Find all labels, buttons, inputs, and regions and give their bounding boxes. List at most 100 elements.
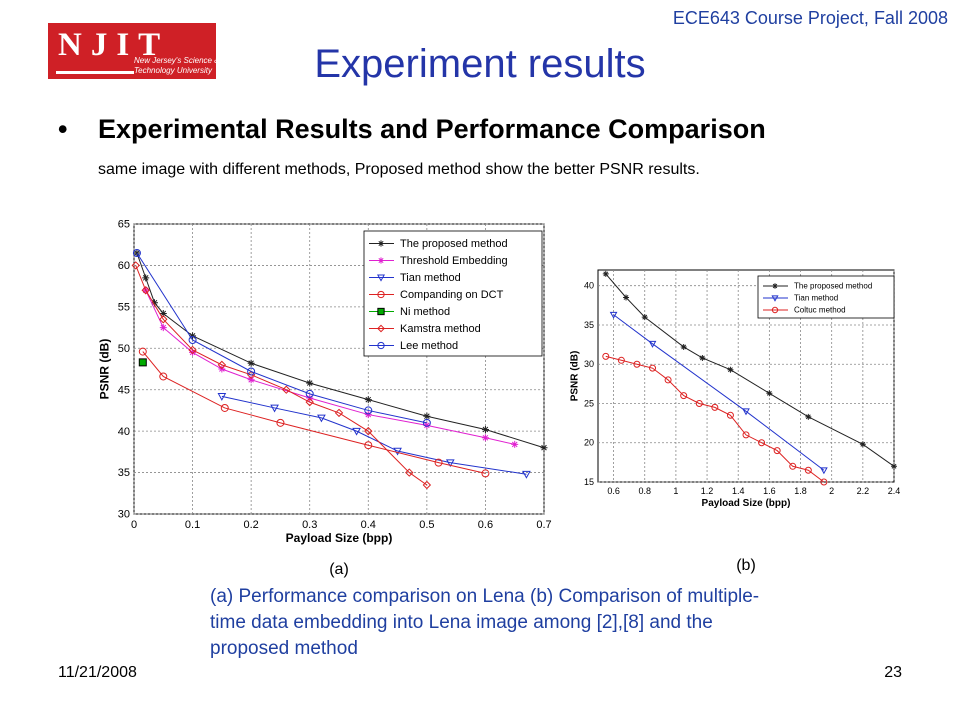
x-axis-label: Payload Size (bpp): [286, 531, 393, 545]
data-point: [364, 396, 372, 404]
data-point: [664, 376, 672, 384]
data-point: [633, 360, 641, 368]
legend-marker: [377, 257, 385, 264]
footer-date: 11/21/2008: [58, 664, 137, 681]
x-tick-label: 0.1: [185, 519, 200, 531]
logo-tagline-1: New Jersey's Science &: [134, 56, 216, 65]
legend-marker: [772, 283, 778, 289]
x-tick-label: 0.8: [638, 486, 651, 496]
y-tick-label: 65: [118, 219, 130, 231]
y-tick-label: 55: [118, 302, 130, 314]
data-point: [648, 340, 657, 348]
data-point: [680, 392, 688, 400]
panel-label: (a): [329, 561, 349, 578]
chart-a: 0 0.1 0.2 0.3 0.4 0.5 0.6 0.7 30 35 40 45 50 55 60 65 Pa…: [98, 219, 552, 578]
legend-marker: [377, 290, 385, 299]
data-point: [364, 426, 373, 436]
data-point: [522, 470, 531, 479]
bullet-subtext: same image with different methods, Propo…: [98, 161, 700, 178]
series-line: [136, 252, 427, 424]
y-axis-label: PSNR (dB): [98, 339, 112, 400]
data-point: [423, 421, 431, 429]
y-tick-label: 35: [118, 467, 130, 479]
data-point: [305, 389, 314, 398]
data-point: [159, 324, 167, 332]
data-point: [742, 431, 750, 439]
y-tick-label: 30: [584, 359, 594, 369]
data-point: [481, 469, 490, 478]
y-axis-label: PSNR (dB): [569, 351, 580, 402]
chart-b: 0.6 0.8 1 1.2 1.4 1.6 1.8 2 2.2 2.4 15 20 25 30 35 40 Pa…: [569, 269, 900, 574]
slide-title: Experiment results: [314, 42, 646, 86]
series-line: [605, 355, 825, 483]
data-point: [422, 418, 431, 427]
series-coltuc-method: [602, 352, 828, 486]
series-line: [145, 290, 515, 445]
data-point: [434, 458, 443, 467]
x-tick-label: 0: [131, 519, 137, 531]
legend-label: Kamstra method: [400, 323, 481, 335]
data-point: [789, 462, 797, 470]
legend-label: Companding on DCT: [400, 289, 504, 301]
data-point: [138, 347, 147, 356]
data-point: [247, 367, 256, 376]
data-point: [602, 352, 610, 360]
legend-marker: [377, 324, 385, 333]
data-point: [142, 274, 150, 282]
data-point: [726, 411, 734, 419]
y-tick-label: 15: [584, 477, 594, 487]
data-point: [727, 366, 734, 373]
data-point: [820, 478, 828, 486]
data-point: [891, 463, 897, 470]
data-point: [820, 467, 828, 475]
data-point: [680, 343, 687, 350]
data-point: [540, 444, 548, 452]
data-point: [481, 425, 489, 433]
data-point: [246, 370, 256, 380]
data-point: [602, 270, 609, 277]
x-tick-label: 0.6: [607, 486, 620, 496]
y-tick-label: 40: [584, 281, 594, 291]
legend-label: Coltuc method: [794, 306, 846, 315]
data-point: [132, 249, 141, 257]
y-tick-label: 35: [584, 320, 594, 330]
x-tick-label: 0.6: [478, 519, 493, 531]
data-point: [699, 354, 706, 361]
data-point: [352, 427, 361, 436]
series-line: [135, 265, 428, 486]
data-point: [151, 299, 158, 307]
data-point: [334, 408, 344, 418]
y-tick-label: 40: [118, 426, 130, 438]
bullet-heading: • Experimental Results and Performance Co…: [58, 114, 766, 145]
data-point: [270, 404, 279, 413]
data-point: [159, 309, 167, 317]
page-number: 23: [884, 664, 902, 681]
data-point: [742, 408, 750, 416]
series-line: [221, 395, 527, 475]
data-point: [758, 439, 766, 447]
data-point: [159, 372, 168, 381]
data-point: [364, 441, 373, 450]
legend-marker: [771, 306, 779, 314]
series-line: [613, 314, 825, 471]
logo-tagline-2: Technology University: [134, 66, 212, 75]
data-point: [649, 364, 657, 372]
x-tick-label: 1.8: [794, 486, 807, 496]
data-point: [141, 286, 150, 295]
data-point: [805, 413, 812, 420]
data-point: [422, 480, 432, 490]
series-lee-method: [132, 249, 431, 427]
data-point: [405, 468, 414, 477]
data-point: [305, 397, 314, 407]
data-point: [247, 359, 255, 367]
data-point: [695, 399, 703, 407]
data-point: [711, 403, 719, 411]
data-point: [188, 336, 197, 344]
x-tick-label: 0.2: [243, 519, 258, 531]
bullet-heading-text: Experimental Results and Performance Com…: [98, 114, 766, 144]
legend: The proposed method Threshold Embedding Ti…: [363, 230, 543, 357]
data-point: [220, 403, 229, 412]
panel-label: (b): [736, 557, 756, 574]
legend-label: The proposed method: [400, 238, 508, 250]
legend-label: Tian method: [794, 294, 838, 303]
